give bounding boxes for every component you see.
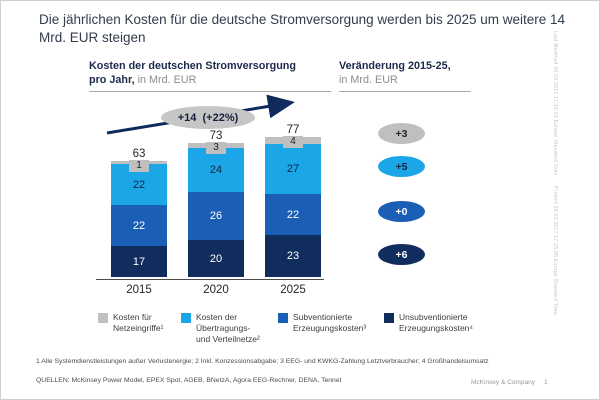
- right-chart-header: Veränderung 2015-25, in Mrd. EUR: [339, 59, 471, 87]
- right-chart-unit: in Mrd. EUR: [339, 74, 398, 87]
- x-tick-2020: 2020: [203, 284, 229, 296]
- bar-total-label: 77: [286, 124, 300, 136]
- left-chart-unit: in Mrd. EUR: [137, 74, 197, 87]
- segment-unsubventioniert: 20: [188, 240, 244, 277]
- left-chart-title-line1: Kosten der deutschen Stromversorgung: [89, 60, 296, 72]
- legend-swatch-navy: [384, 313, 394, 323]
- segment-subventioniert: 22: [265, 194, 321, 235]
- right-chart-title: Veränderung 2015-25,: [339, 60, 451, 72]
- segment-netze: 27: [265, 144, 321, 194]
- segment-label-netzeingriffe: 4: [283, 136, 303, 148]
- bar-2015: 63 1 22 22 17: [111, 148, 167, 277]
- segment-label-netzeingriffe: 3: [206, 142, 226, 154]
- delta-netze: +5: [378, 156, 425, 177]
- bar-2020: 73 3 24 26 20: [188, 130, 244, 277]
- legend-swatch-blue: [278, 313, 288, 323]
- side-note-last-modified: Last Modified 06.03.2017 17:15:01 Europe…: [552, 31, 558, 176]
- footer-brand: McKinsey & Company: [471, 379, 535, 386]
- bar-total-label: 63: [132, 148, 146, 160]
- x-tick-2025: 2025: [280, 284, 306, 296]
- legend-label: Kosten für Netzeingriffe¹: [113, 312, 164, 334]
- left-header-rule: [89, 91, 331, 92]
- delta-subventioniert: +0: [378, 201, 425, 222]
- segment-label-netzeingriffe: 1: [129, 160, 149, 172]
- legend-item-subventioniert: Subventionierte Erzeugungskosten³: [278, 312, 383, 334]
- segment-unsubventioniert: 17: [111, 246, 167, 277]
- side-note-printed: Printed 06.03.2017 17:15:05 Europe Stand…: [552, 186, 558, 315]
- slide-title: Die jährlichen Kosten für die deutsche S…: [39, 12, 566, 45]
- segment-unsubventioniert: 23: [265, 235, 321, 277]
- legend-swatch-gray: [98, 313, 108, 323]
- bar-2025: 77 4 27 22 23: [265, 124, 321, 277]
- bar-total-label: 73: [209, 130, 223, 142]
- left-chart-header: Kosten der deutschen Stromversorgung pro…: [89, 59, 331, 87]
- x-tick-2015: 2015: [126, 284, 152, 296]
- sources-line: QUELLEN: McKinsey Power Model, EPEX Spot…: [36, 377, 342, 384]
- segment-netze: 24: [188, 148, 244, 192]
- legend-item-netzeingriffe: Kosten für Netzeingriffe¹: [98, 312, 171, 334]
- delta-unsubventioniert: +6: [378, 244, 425, 265]
- legend-item-netze: Kosten der Übertragungs- und Verteilnetz…: [181, 312, 262, 345]
- x-axis: [96, 279, 324, 280]
- legend-label: Unsubventionierte Erzeugungskosten⁴: [399, 312, 474, 334]
- footer-page-number: 1: [544, 379, 548, 386]
- segment-subventioniert: 26: [188, 192, 244, 240]
- growth-annotation: +14 (+22%): [161, 106, 255, 129]
- footnotes: 1 Alle Systemdienstleistungen außer Verl…: [36, 358, 489, 365]
- legend-label: Kosten der Übertragungs- und Verteilnetz…: [196, 312, 260, 345]
- left-chart-title-line2: pro Jahr,: [89, 74, 135, 87]
- right-header-rule: [339, 91, 471, 92]
- legend-item-unsubventioniert: Unsubventionierte Erzeugungskosten⁴: [384, 312, 494, 334]
- segment-subventioniert: 22: [111, 205, 167, 246]
- delta-netzeingriffe: +3: [378, 123, 425, 144]
- legend-label: Subventionierte Erzeugungskosten³: [293, 312, 367, 334]
- legend-swatch-lightblue: [181, 313, 191, 323]
